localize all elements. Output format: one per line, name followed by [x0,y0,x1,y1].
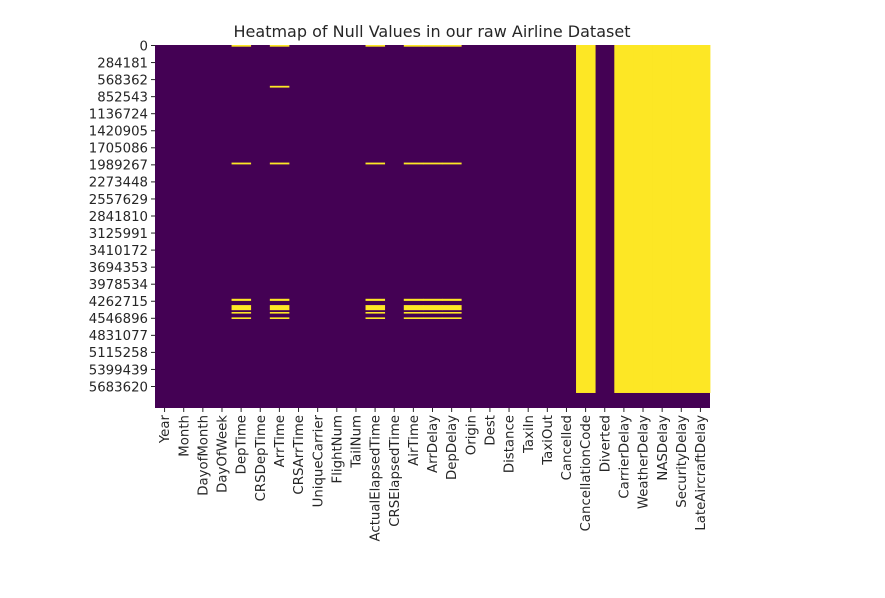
x-tick-label: TaxiOut [541,415,556,466]
null-cell-deptime-6 [231,317,252,319]
x-tick-label: TaxiIn [522,415,537,454]
chart-title: Heatmap of Null Values in our raw Airlin… [234,22,631,41]
null-cell-arrdelay-5 [422,311,443,314]
x-tick-label: Diverted [598,415,613,472]
y-tick-label: 4262715 [89,295,148,310]
null-cell-arrtime-2 [269,162,290,165]
null-cell-deptime-3 [231,298,252,301]
x-tick-label: NASDelay [656,415,671,481]
x-tick-label: Cancelled [560,415,575,480]
y-tick-label: 852543 [97,90,148,105]
y-tick-label: 1989267 [89,159,148,174]
x-tick-label: CRSElapsedTime [388,415,403,527]
null-cell-depdelay-4 [442,305,462,311]
x-tick-label: TailNum [350,415,365,469]
null-cell-airtime-6 [403,317,424,319]
null-cell-arrtime-6 [269,317,290,319]
x-tick-label: ArrTime [273,415,288,467]
x-tick-label: CRSArrTime [292,415,307,495]
y-tick-label: 5399439 [89,363,148,378]
null-cell-arrtime-1 [269,85,290,88]
y-tick-label: 3978534 [89,278,148,293]
null-cell-arrtime-3 [269,298,290,301]
null-cell-deptime-5 [231,311,252,314]
null-cell-arrtime-5 [269,311,290,314]
y-tick-label: 0 [140,39,148,54]
null-cell-deptime-4 [231,305,252,311]
null-cell-arrtime-4 [269,305,290,311]
null-cell-cancellationcode-7 [576,45,596,393]
y-tick-label: 2557629 [89,193,148,208]
null-cell-arrtime-0 [269,45,290,47]
x-tick-label: ActualElapsedTime [369,415,384,541]
null-cell-airtime-3 [403,298,424,301]
null-cell-arrdelay-4 [422,305,443,311]
null-cell-carrierdelay-8 [614,45,634,393]
null-cell-depdelay-5 [442,311,462,314]
x-tick-label: DepDelay [445,415,460,480]
null-cell-deptime-2 [231,162,252,165]
heatmap-plot-area [155,45,711,408]
null-cell-arrdelay-0 [422,45,443,47]
null-cell-actualelapsedtime-6 [365,317,386,319]
x-axis: Year Month DayofMonth DayOfWeek DepTime CRSDe… [158,408,709,541]
x-tick-label: DepTime [235,415,250,474]
null-cell-actualelapsedtime-2 [365,162,386,165]
null-cell-arrdelay-2 [422,162,443,165]
null-cell-airtime-0 [403,45,424,47]
y-tick-label: 568362 [97,73,148,88]
x-tick-label: FlightNum [330,415,345,483]
x-tick-label: Month [177,415,192,457]
x-tick-label: WeatherDelay [637,415,652,509]
x-tick-label: Dest [484,415,499,446]
y-tick-label: 2841810 [89,210,148,225]
y-tick-label: 1705086 [89,142,148,157]
x-tick-label: CRSDepTime [254,415,269,501]
x-tick-label: LateAircraftDelay [694,415,709,531]
null-cell-actualelapsedtime-4 [365,305,386,311]
y-tick-label: 3125991 [89,227,148,242]
y-tick-label: 3410172 [89,244,148,259]
null-cell-actualelapsedtime-5 [365,311,386,314]
null-cell-airtime-4 [403,305,424,311]
y-tick-label: 4831077 [89,329,148,344]
null-cell-deptime-0 [231,45,252,47]
y-tick-label: 1420905 [89,125,148,140]
y-tick-label: 5115258 [89,346,148,361]
null-cell-arrdelay-3 [422,298,443,301]
x-tick-label: CancellationCode [579,415,594,531]
y-tick-label: 5683620 [89,380,148,395]
y-tick-label: 3694353 [89,261,148,276]
x-tick-label: ArrDelay [426,415,441,473]
x-tick-label: DayOfWeek [216,415,231,493]
null-cell-actualelapsedtime-0 [365,45,386,47]
null-cell-actualelapsedtime-3 [365,298,386,301]
y-tick-label: 284181 [97,56,148,71]
x-tick-label: AirTime [407,415,422,466]
y-axis: 0 284181 568362 852543 1136724 1420905 1705086… [89,39,155,395]
y-tick-label: 2273448 [89,176,148,191]
x-tick-label: Origin [464,415,479,455]
null-cell-securitydelay-8 [671,45,692,393]
null-cell-weatherdelay-8 [633,45,653,393]
null-cell-airtime-2 [403,162,424,165]
x-tick-label: Distance [503,415,518,473]
x-tick-label: UniqueCarrier [311,414,326,507]
null-cell-depdelay-2 [442,162,462,165]
y-tick-label: 4546896 [89,312,148,327]
y-tick-label: 1136724 [89,108,148,123]
x-tick-label: SecurityDelay [675,415,690,508]
null-cell-depdelay-6 [442,317,462,319]
x-tick-label: Year [158,414,173,444]
null-cell-nasdelay-8 [652,45,673,393]
null-cell-depdelay-3 [442,298,462,301]
null-cell-airtime-5 [403,311,424,314]
null-cell-depdelay-0 [442,45,462,47]
null-cell-lateaircraftdelay-8 [690,45,711,393]
x-tick-label: CarrierDelay [617,415,632,499]
x-tick-label: DayofMonth [196,415,211,496]
null-cell-arrdelay-6 [422,317,443,319]
